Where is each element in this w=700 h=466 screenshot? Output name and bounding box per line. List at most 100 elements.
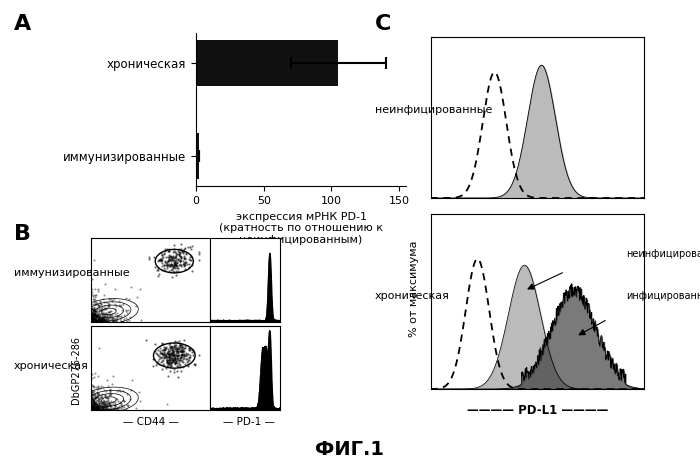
Point xyxy=(167,343,178,350)
Point xyxy=(85,405,97,412)
Point xyxy=(169,355,181,363)
Point xyxy=(164,253,175,260)
Point xyxy=(165,260,176,267)
Point xyxy=(105,390,116,397)
Point xyxy=(97,398,108,405)
Point xyxy=(185,243,196,250)
Point xyxy=(97,310,108,318)
Point xyxy=(157,350,168,358)
Point xyxy=(95,406,106,414)
Point xyxy=(125,387,136,394)
Point xyxy=(158,356,169,364)
Point xyxy=(86,310,97,318)
Point xyxy=(172,346,183,353)
Point xyxy=(92,386,103,393)
Point xyxy=(179,261,190,268)
Point xyxy=(168,268,179,275)
Point xyxy=(157,267,168,274)
Point xyxy=(172,356,183,363)
Point xyxy=(100,395,111,402)
Point xyxy=(96,403,107,411)
Point xyxy=(164,359,175,367)
Point xyxy=(90,405,101,412)
Point xyxy=(99,316,111,324)
Point xyxy=(184,347,195,354)
Point xyxy=(167,356,178,364)
Point xyxy=(173,337,184,344)
Point xyxy=(121,306,132,314)
Point xyxy=(168,365,179,373)
Point xyxy=(184,344,195,351)
Point xyxy=(87,406,98,414)
Point xyxy=(92,391,104,398)
Point xyxy=(157,346,168,354)
Point xyxy=(184,260,195,268)
Point xyxy=(99,281,111,288)
Point xyxy=(107,317,118,325)
Point xyxy=(157,262,168,269)
Point xyxy=(154,353,165,361)
Point xyxy=(91,403,102,410)
Point xyxy=(147,356,158,363)
Point xyxy=(87,317,98,325)
Point xyxy=(166,362,177,370)
Point xyxy=(167,263,178,270)
Point xyxy=(122,307,134,314)
Point xyxy=(167,255,178,263)
Point xyxy=(88,394,99,402)
Point xyxy=(169,353,180,360)
Point xyxy=(100,397,111,405)
Point xyxy=(90,395,101,402)
Point xyxy=(122,317,133,325)
Point xyxy=(88,308,99,315)
Point xyxy=(106,310,118,318)
Point xyxy=(96,404,107,412)
Point xyxy=(174,255,185,262)
Point xyxy=(171,264,182,272)
Point xyxy=(111,302,122,309)
Point xyxy=(104,401,116,408)
Point xyxy=(159,353,170,361)
Point xyxy=(88,396,99,404)
Point xyxy=(111,404,122,412)
Point xyxy=(90,405,101,413)
Point xyxy=(157,256,168,264)
Point xyxy=(171,354,182,361)
Point xyxy=(177,345,188,352)
Point xyxy=(92,406,104,413)
Point xyxy=(85,400,97,407)
Point xyxy=(94,297,105,304)
Text: неинфицированные: неинфицированные xyxy=(626,249,700,259)
Point xyxy=(164,352,176,360)
Point xyxy=(164,356,175,364)
Point xyxy=(108,295,120,302)
Point xyxy=(152,350,163,357)
Point xyxy=(99,404,111,412)
Point xyxy=(108,404,119,412)
Text: B: B xyxy=(14,224,31,244)
Point xyxy=(163,258,174,265)
Point xyxy=(86,317,97,325)
Point xyxy=(90,400,101,407)
Point xyxy=(120,314,132,321)
Point xyxy=(189,360,200,368)
Point xyxy=(180,353,191,360)
Point xyxy=(90,403,101,411)
Point xyxy=(95,315,106,322)
Point xyxy=(97,310,108,318)
Point xyxy=(89,310,100,317)
Point xyxy=(162,345,174,352)
Point xyxy=(178,344,190,351)
Point xyxy=(193,248,204,255)
Point xyxy=(88,405,99,412)
Point xyxy=(88,402,99,410)
Point xyxy=(89,403,100,410)
Point xyxy=(92,404,103,411)
Point xyxy=(87,403,98,410)
Point xyxy=(165,252,176,260)
Point xyxy=(88,315,99,322)
Point xyxy=(98,404,109,411)
Point xyxy=(90,400,101,407)
Point xyxy=(93,314,104,322)
Point xyxy=(86,395,97,402)
